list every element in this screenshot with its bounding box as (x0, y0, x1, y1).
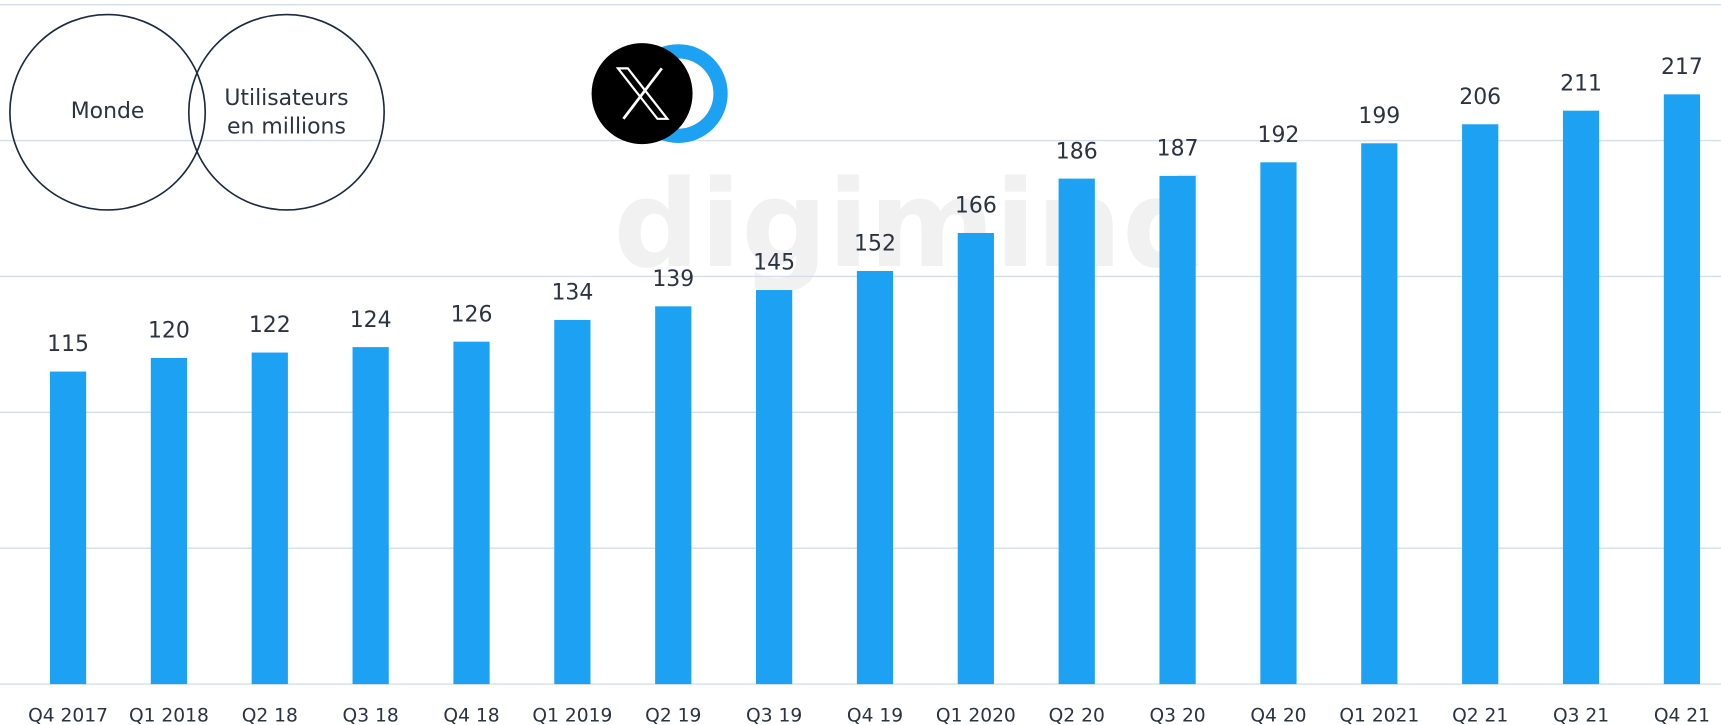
x-tick-label: Q2 21 (1452, 705, 1508, 725)
watermark: digimind (613, 155, 1208, 295)
value-label: 206 (1459, 85, 1501, 110)
bar (1159, 175, 1196, 685)
value-label: 115 (47, 332, 89, 357)
value-label: 186 (1056, 139, 1098, 164)
x-tick-label: Q2 19 (645, 705, 701, 725)
x-tick-label: Q4 21 (1654, 705, 1710, 725)
bar (1462, 124, 1499, 685)
legend-circle (9, 13, 207, 211)
value-label: 126 (451, 302, 493, 327)
bar (756, 290, 793, 685)
bar (655, 306, 692, 685)
x-tick-label: Q2 18 (242, 705, 298, 725)
logo (591, 43, 728, 145)
x-tick-label: Q3 18 (343, 705, 399, 725)
value-label: 122 (249, 313, 291, 338)
value-label: 134 (551, 281, 593, 306)
x-tick-label: Q1 2019 (532, 705, 612, 725)
x-tick-label: Q3 19 (746, 705, 802, 725)
value-label: 187 (1157, 137, 1199, 162)
x-tick-label: Q1 2018 (129, 705, 209, 725)
value-label: 152 (854, 232, 896, 257)
x-tick-label: Q3 21 (1553, 705, 1609, 725)
bar (957, 232, 994, 685)
x-tick-label: Q4 19 (847, 705, 903, 725)
value-label: 139 (652, 267, 694, 292)
bar (1260, 162, 1297, 685)
value-label: 120 (148, 319, 190, 344)
region-label: Monde (71, 99, 145, 124)
x-tick-label: Q4 2017 (28, 705, 108, 725)
x-tick-label: Q4 20 (1250, 705, 1306, 725)
bar (1562, 110, 1600, 685)
x-tick-label: Q1 2021 (1339, 705, 1419, 725)
bars: 115 Q4 2017 120 Q1 2018 122 Q2 18 124 Q3 18 126 Q… (28, 55, 1710, 725)
x-tick-label: Q1 2020 (936, 705, 1016, 725)
x-tick-label: Q3 20 (1149, 705, 1205, 725)
x-tick-label: Q4 18 (443, 705, 499, 725)
value-label: 166 (955, 194, 997, 219)
bar (1663, 94, 1701, 685)
bar (1058, 178, 1095, 685)
bar (150, 357, 188, 685)
bar (856, 271, 894, 685)
bar (49, 371, 87, 685)
bar (251, 352, 288, 685)
unit-label: en millions (227, 115, 346, 140)
bar (554, 319, 591, 685)
value-label: 217 (1661, 55, 1703, 80)
value-label: 124 (350, 308, 392, 333)
value-label: 211 (1560, 71, 1602, 96)
value-label: 199 (1358, 104, 1400, 129)
bar (352, 347, 389, 685)
bar (1361, 143, 1398, 685)
value-label: 145 (753, 251, 795, 276)
bar (453, 341, 490, 685)
x-tick-label: Q2 20 (1049, 705, 1105, 725)
legend-circle (187, 13, 385, 211)
value-label: 192 (1258, 123, 1300, 148)
unit-label: Utilisateurs (224, 86, 348, 111)
